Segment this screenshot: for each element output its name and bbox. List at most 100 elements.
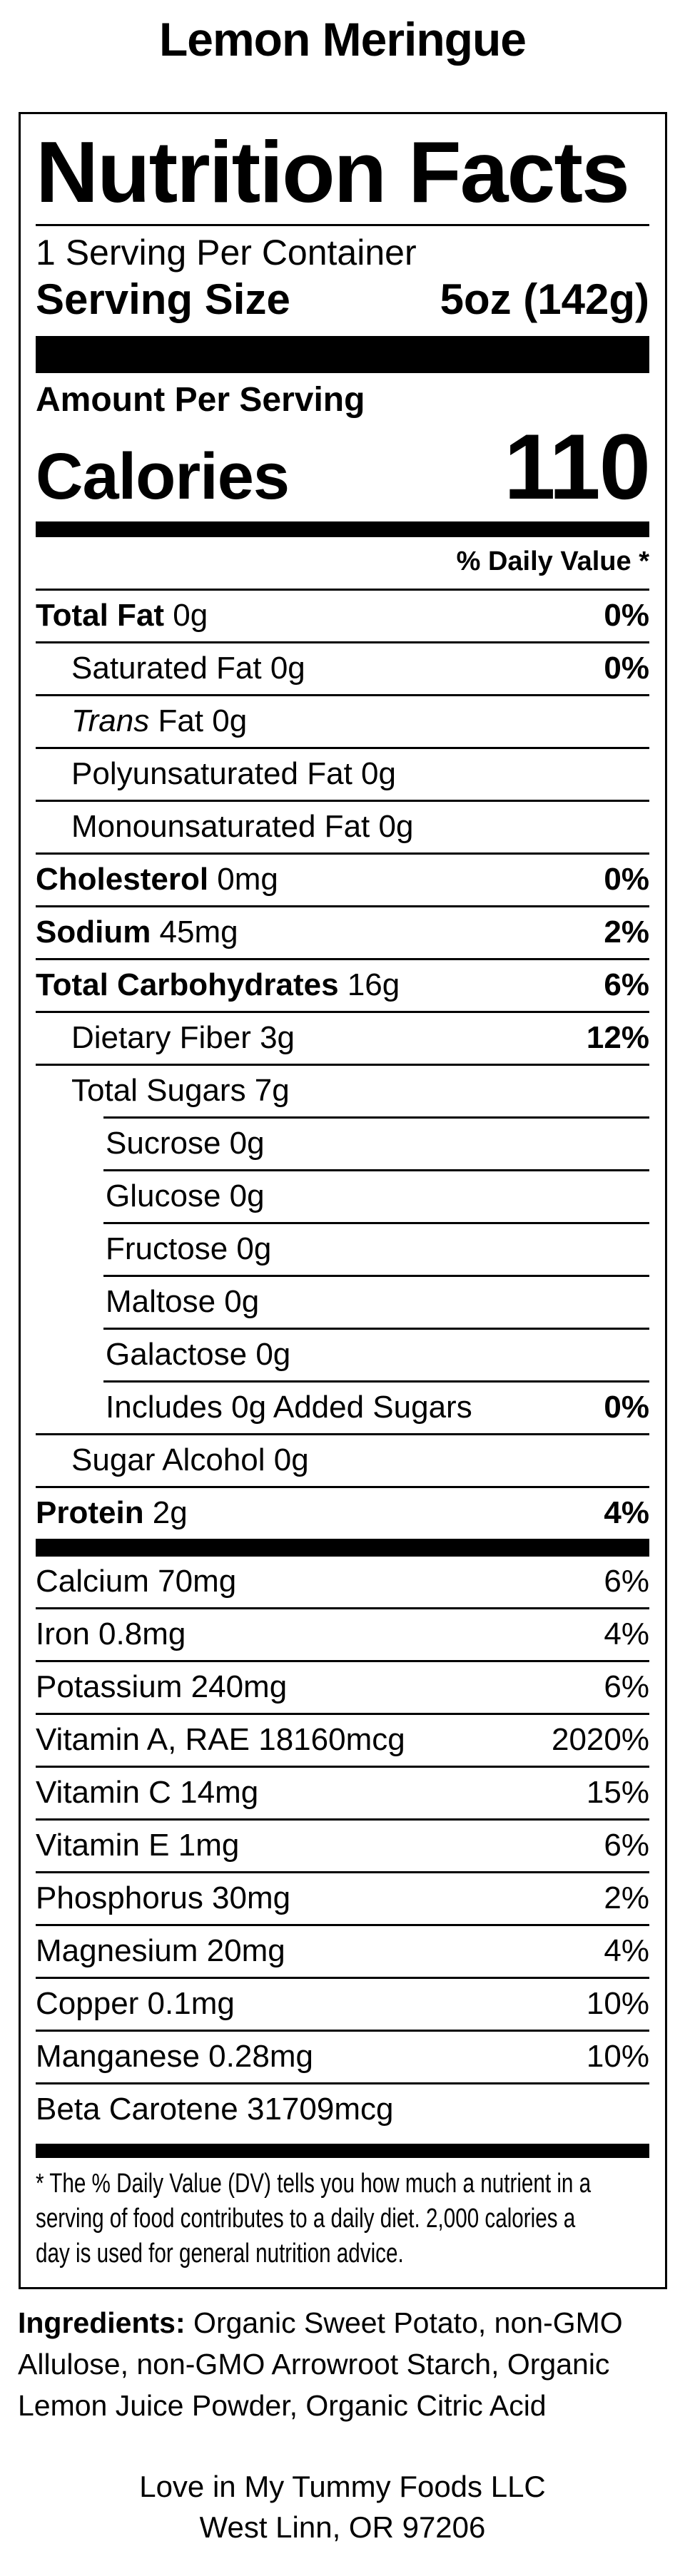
nutrient-row: Total Sugars 7g [36, 1064, 649, 1116]
ingredients-block: Ingredients: Organic Sweet Potato, non-G… [18, 2302, 667, 2426]
nutrient-row: Manganese 0.28mg 10% [36, 2030, 649, 2082]
serving-size-label: Serving Size [36, 275, 290, 323]
nutrient-row: Maltose 0g [103, 1275, 649, 1328]
footnote-line: * The % Daily Value (DV) tells you how m… [36, 2169, 592, 2199]
serving-size-value: 5oz (142g) [440, 275, 649, 323]
nutrient-daily-value: 10% [586, 1986, 649, 2021]
nutrient-row: Glucose 0g [103, 1169, 649, 1222]
nutrient-row: Sugar Alcohol 0g [36, 1433, 649, 1486]
nutrient-name: Potassium 240mg [36, 1669, 288, 1704]
nutrient-name: Fructose 0g [106, 1231, 272, 1266]
product-flavor-title: Lemon Meringue [158, 13, 527, 66]
nutrient-name: Phosphorus 30mg [36, 1880, 291, 1915]
nutrient-row: Phosphorus 30mg 2% [36, 1871, 649, 1924]
nutrient-name: Glucose 0g [106, 1178, 265, 1213]
nutrient-daily-value: 4% [604, 1617, 649, 1651]
nutrient-row: Magnesium 20mg 4% [36, 1924, 649, 1977]
nutrition-facts-panel: Nutrition Facts 1 Serving Per Container … [19, 112, 667, 2289]
separator-bar-footnote [36, 2144, 649, 2158]
nutrient-name: Cholesterol 0mg [36, 862, 278, 897]
nutrient-name: Copper 0.1mg [36, 1986, 235, 2021]
calories-label: Calories [36, 440, 290, 513]
nutrient-daily-value: 2% [604, 915, 649, 950]
daily-value-footnote: * The % Daily Value (DV) tells you how m… [36, 2158, 649, 2287]
nutrient-row: Iron 0.8mg 4% [36, 1607, 649, 1660]
ingredients-text-3: Lemon Juice Powder, Organic Citric Acid [18, 2389, 547, 2422]
nutrient-row: Galactose 0g [103, 1328, 649, 1380]
ingredients-text-2: Allulose, non-GMO Arrowroot Starch, Orga… [18, 2348, 610, 2381]
nutrient-rows-section: Total Fat 0g 0% Saturated Fat 0g 0% Trans Fa… [36, 589, 649, 1539]
nutrient-row: Vitamin E 1mg 6% [36, 1818, 649, 1871]
company-name: Love in My Tummy Foods LLC [139, 2470, 546, 2503]
nutrient-row: Beta Carotene 31709mcg [36, 2082, 649, 2135]
nutrient-daily-value: 0% [604, 651, 649, 686]
nutrient-daily-value: 2020% [551, 1722, 649, 1757]
nutrition-facts-heading: Nutrition Facts [36, 123, 630, 220]
nutrient-daily-value: 0% [604, 598, 649, 633]
nutrient-name: Vitamin A, RAE 18160mcg [36, 1722, 405, 1757]
nutrient-name: Galactose 0g [106, 1337, 291, 1372]
nutrient-name: Monounsaturated Fat 0g [71, 809, 414, 844]
nutrient-daily-value: 4% [604, 1933, 649, 1968]
servings-per-container: 1 Serving Per Container [36, 233, 417, 273]
nutrient-daily-value: 6% [604, 1564, 649, 1599]
nutrient-row: Dietary Fiber 3g 12% [36, 1011, 649, 1064]
nutrient-daily-value: 10% [586, 2039, 649, 2074]
nutrient-name: Trans Fat 0g [71, 703, 248, 738]
nutrient-daily-value: 6% [604, 967, 649, 1002]
ingredients-line: Ingredients: Organic Sweet Potato, non-G… [18, 2302, 667, 2343]
ingredients-label: Ingredients: [18, 2306, 186, 2339]
nutrient-row: Total Fat 0g 0% [36, 589, 649, 641]
nutrient-name: Maltose 0g [106, 1284, 260, 1319]
heading-divider [36, 224, 649, 226]
nutrient-daily-value: 0% [604, 1390, 649, 1425]
nutrient-name: Dietary Fiber 3g [71, 1020, 295, 1055]
nutrient-row: Polyunsaturated Fat 0g [36, 747, 649, 800]
separator-bar-extra-thick [36, 336, 649, 373]
nutrient-name: Includes 0g Added Sugars [106, 1390, 472, 1425]
nutrient-row: Trans Fat 0g [36, 694, 649, 747]
nutrient-name: Magnesium 20mg [36, 1933, 285, 1968]
nutrient-daily-value: 6% [604, 1828, 649, 1863]
calories-row: Calories 110 [36, 414, 651, 519]
nutrient-name: Vitamin E 1mg [36, 1828, 240, 1863]
nutrient-row: Total Carbohydrates 16g 6% [36, 958, 649, 1011]
nutrient-daily-value: 15% [586, 1775, 649, 1810]
separator-bar-medium [36, 521, 649, 537]
footnote-line: day is used for general nutrition advice… [36, 2239, 404, 2269]
nutrient-row: Includes 0g Added Sugars 0% [103, 1380, 649, 1433]
nutrient-name: Vitamin C 14mg [36, 1775, 259, 1810]
nutrient-name: Protein 2g [36, 1495, 188, 1530]
nutrient-name: Iron 0.8mg [36, 1617, 186, 1651]
nutrient-name: Calcium 70mg [36, 1564, 237, 1599]
nutrient-row: Saturated Fat 0g 0% [36, 641, 649, 694]
nutrient-row: Sodium 45mg 2% [36, 905, 649, 958]
ingredients-line: Allulose, non-GMO Arrowroot Starch, Orga… [18, 2343, 667, 2385]
nutrient-name: Polyunsaturated Fat 0g [71, 756, 396, 791]
calories-value: 110 [504, 414, 651, 519]
nutrient-row: Potassium 240mg 6% [36, 1660, 649, 1713]
nutrient-name: Manganese 0.28mg [36, 2039, 313, 2074]
company-address: West Linn, OR 97206 [199, 2510, 486, 2544]
nutrient-name: Total Sugars 7g [71, 1073, 290, 1108]
nutrient-daily-value: 6% [604, 1669, 649, 1704]
nutrient-daily-value: 2% [604, 1880, 649, 1915]
nutrient-row: Monounsaturated Fat 0g [36, 800, 649, 852]
footnote-line: serving of food contributes to a daily d… [36, 2204, 576, 2234]
nutrient-daily-value: 12% [586, 1020, 649, 1055]
serving-size-row: Serving Size 5oz (142g) [36, 276, 649, 323]
nutrient-name: Sugar Alcohol 0g [71, 1442, 309, 1477]
manufacturer-footer: Love in My Tummy Foods LLC West Linn, OR… [0, 2466, 685, 2576]
nutrient-name: Total Fat 0g [36, 598, 208, 633]
nutrient-row: Calcium 70mg 6% [36, 1557, 649, 1607]
nutrient-row: Protein 2g 4% [36, 1486, 649, 1539]
nutrient-row: Cholesterol 0mg 0% [36, 852, 649, 905]
nutrient-daily-value: 4% [604, 1495, 649, 1530]
ingredients-text-1: Organic Sweet Potato, non-GMO [193, 2306, 623, 2339]
daily-value-header: % Daily Value * [456, 546, 649, 576]
nutrient-row: Vitamin A, RAE 18160mcg 2020% [36, 1713, 649, 1766]
nutrient-name: Saturated Fat 0g [71, 651, 305, 686]
nutrient-name: Sodium 45mg [36, 915, 238, 950]
nutrient-row: Fructose 0g [103, 1222, 649, 1275]
amount-per-serving-label: Amount Per Serving [36, 381, 365, 419]
